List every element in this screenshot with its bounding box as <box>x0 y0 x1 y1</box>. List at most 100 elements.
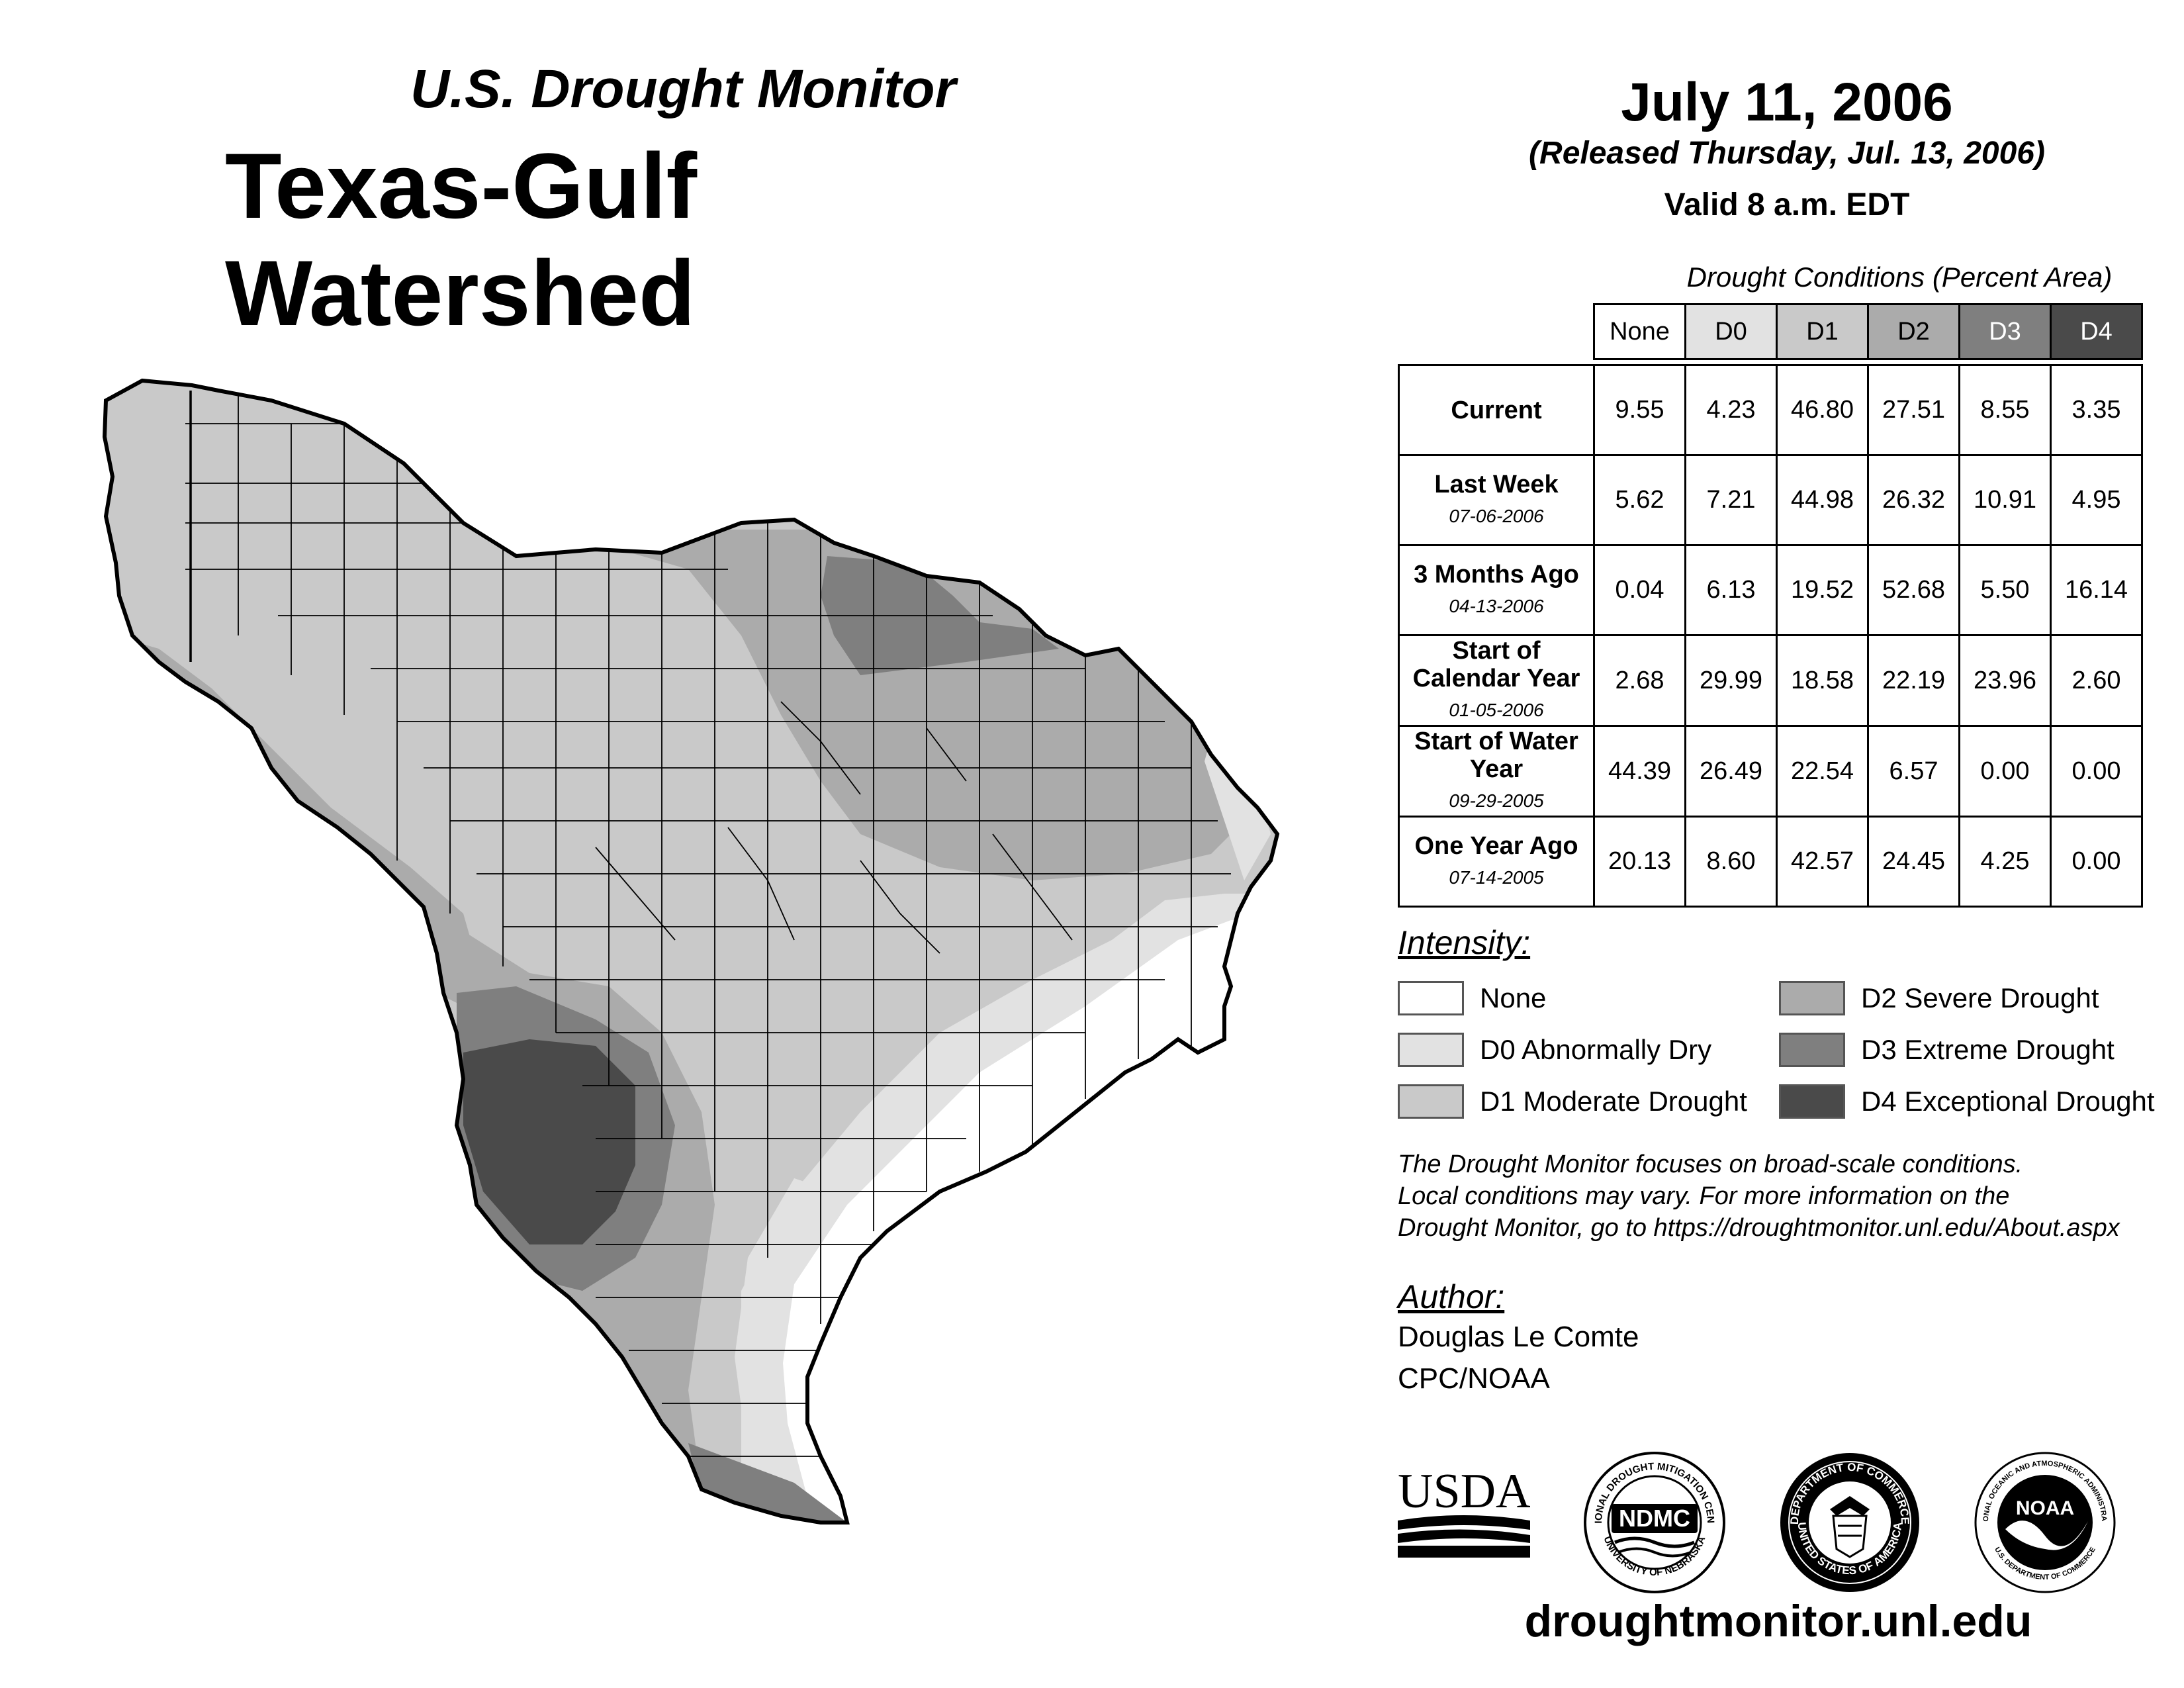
usda-logo: USDA <box>1398 1464 1530 1558</box>
county-lines <box>185 391 1231 1457</box>
legend-item: D0 Abnormally Dry <box>1398 1030 1711 1070</box>
table-cell: 18.58 <box>1776 634 1869 727</box>
column-header: None <box>1593 303 1686 360</box>
d4-area-southwest <box>463 1039 635 1244</box>
table-cell: 26.49 <box>1684 725 1778 818</box>
table-cell: 7.21 <box>1684 454 1778 546</box>
table-cell: 19.52 <box>1776 544 1869 636</box>
table-cell: 29.99 <box>1684 634 1778 727</box>
note-line-1: The Drought Monitor focuses on broad-sca… <box>1398 1150 2023 1178</box>
map-date: July 11, 2006 <box>1621 72 1953 132</box>
table-row: Start of Water Year 09-29-2005 44.39 26.49 2… <box>1398 725 2143 818</box>
row-label: 3 Months Ago 04-13-2006 <box>1398 544 1595 636</box>
table-cell: 44.98 <box>1776 454 1869 546</box>
table-row: Start of Calendar Year 01-05-2006 2.68 29.9… <box>1398 634 2143 727</box>
legend-swatch <box>1398 1084 1464 1119</box>
table-cell: 5.62 <box>1593 454 1686 546</box>
ndmc-logo: NATIONAL DROUGHT MITIGATION CENTER UNIVE… <box>1582 1450 1725 1593</box>
row-label: Start of Water Year 09-29-2005 <box>1398 725 1595 818</box>
disclaimer-note: The Drought Monitor focuses on broad-sca… <box>1398 1149 2179 1244</box>
legend-item: None <box>1398 978 1546 1018</box>
drought-map <box>102 378 1280 1524</box>
table-row: 3 Months Ago 04-13-2006 0.04 6.13 19.52 52.68… <box>1398 544 2143 636</box>
intensity-heading: Intensity: <box>1398 924 1531 961</box>
legend-label: D3 Extreme Drought <box>1861 1034 2115 1065</box>
row-date: 01-05-2006 <box>1449 700 1544 720</box>
table-cell: 0.00 <box>1958 725 2052 818</box>
d0-area-south <box>735 1178 834 1523</box>
table-cell: 0.00 <box>2050 725 2143 818</box>
column-header: D4 <box>2050 303 2143 360</box>
website-url[interactable]: droughtmonitor.unl.edu <box>1524 1596 2032 1646</box>
table-cell: 4.25 <box>1958 816 2052 908</box>
column-header: D0 <box>1684 303 1778 360</box>
watershed-boundary <box>102 378 1280 1524</box>
table-cell: 8.55 <box>1958 364 2052 456</box>
table-cell: 6.13 <box>1684 544 1778 636</box>
table-corner <box>1399 305 1594 359</box>
table-cell: 52.68 <box>1867 544 1960 636</box>
legend-swatch <box>1779 1084 1845 1119</box>
table-cell: 9.55 <box>1593 364 1686 456</box>
table-cell: 44.39 <box>1593 725 1686 818</box>
table-cell: 22.54 <box>1776 725 1869 818</box>
row-label-text: Current <box>1451 396 1542 424</box>
svg-text:USDA: USDA <box>1398 1464 1530 1519</box>
table-cell: 2.68 <box>1593 634 1686 727</box>
table-cell: 24.45 <box>1867 816 1960 908</box>
table-cell: 0.04 <box>1593 544 1686 636</box>
legend-swatch <box>1398 981 1464 1015</box>
legend-label: D0 Abnormally Dry <box>1480 1034 1712 1065</box>
table-cell: 5.50 <box>1958 544 2052 636</box>
svg-text:NDMC: NDMC <box>1619 1505 1690 1532</box>
row-label: Start of Calendar Year 01-05-2006 <box>1398 634 1595 727</box>
row-date: 04-13-2006 <box>1449 595 1544 616</box>
valid-time: Valid 8 a.m. EDT <box>1664 187 1910 222</box>
column-header: D3 <box>1958 303 2052 360</box>
legend-swatch <box>1779 981 1845 1015</box>
table-cell: 0.00 <box>2050 816 2143 908</box>
row-label-text: Start of Calendar Year <box>1412 637 1580 692</box>
table-row: Current 9.55 4.23 46.80 27.51 8.55 3.35 <box>1398 364 2143 456</box>
author-heading: Author: <box>1398 1278 1505 1315</box>
author-name: Douglas Le Comte <box>1398 1321 1639 1353</box>
row-label: Current <box>1398 364 1595 456</box>
row-label: Last Week 07-06-2006 <box>1398 454 1595 546</box>
table-cell: 3.35 <box>2050 364 2143 456</box>
table-cell: 22.19 <box>1867 634 1960 727</box>
legend-label: D1 Moderate Drought <box>1480 1086 1747 1117</box>
table-row: One Year Ago 07-14-2005 20.13 8.60 42.57 24.4… <box>1398 816 2143 908</box>
table-cell: 42.57 <box>1776 816 1869 908</box>
row-label-text: Start of Water Year <box>1414 727 1578 783</box>
table-cell: 8.60 <box>1684 816 1778 908</box>
table-cell: 20.13 <box>1593 816 1686 908</box>
legend-item: D2 Severe Drought <box>1779 978 2099 1018</box>
table-cell: 4.95 <box>2050 454 2143 546</box>
table-cell: 46.80 <box>1776 364 1869 456</box>
legend-item: D1 Moderate Drought <box>1398 1082 1747 1121</box>
note-line-3: Drought Monitor, go to https://droughtmo… <box>1398 1214 2120 1242</box>
table-caption: Drought Conditions (Percent Area) <box>1686 261 2113 293</box>
table-cell: 23.96 <box>1958 634 2052 727</box>
noaa-logo: NATIONAL OCEANIC AND ATMOSPHERIC ADMINIS… <box>1972 1450 2116 1593</box>
table-cell: 26.32 <box>1867 454 1960 546</box>
legend-label: None <box>1480 982 1547 1013</box>
table-cell: 16.14 <box>2050 544 2143 636</box>
legend-item: D3 Extreme Drought <box>1779 1030 2115 1070</box>
release-date: (Released Thursday, Jul. 13, 2006) <box>1529 136 2045 171</box>
note-line-2: Local conditions may vary. For more info… <box>1398 1182 2010 1210</box>
row-label: One Year Ago 07-14-2005 <box>1398 816 1595 908</box>
table-cell: 27.51 <box>1867 364 1960 456</box>
table-cell: 4.23 <box>1684 364 1778 456</box>
table-cell: 6.57 <box>1867 725 1960 818</box>
table-row: Last Week 07-06-2006 5.62 7.21 44.98 26.32 10.… <box>1398 454 2143 546</box>
legend-label: D4 Exceptional Drought <box>1861 1086 2155 1117</box>
column-header: D1 <box>1776 303 1869 360</box>
drought-conditions-table: None D0 D1 D2 D3 D4 Current 9.55 4.23 46.80 27.51 8… <box>1398 303 2143 908</box>
legend-swatch <box>1398 1033 1464 1067</box>
author-org: CPC/NOAA <box>1398 1362 1550 1395</box>
column-header: D2 <box>1867 303 1960 360</box>
svg-text:NOAA: NOAA <box>2016 1497 2074 1519</box>
product-title: U.S. Drought Monitor <box>410 59 956 119</box>
doc-seal-logo: DEPARTMENT OF COMMERCE UNITED STATES OF … <box>1780 1453 1919 1592</box>
